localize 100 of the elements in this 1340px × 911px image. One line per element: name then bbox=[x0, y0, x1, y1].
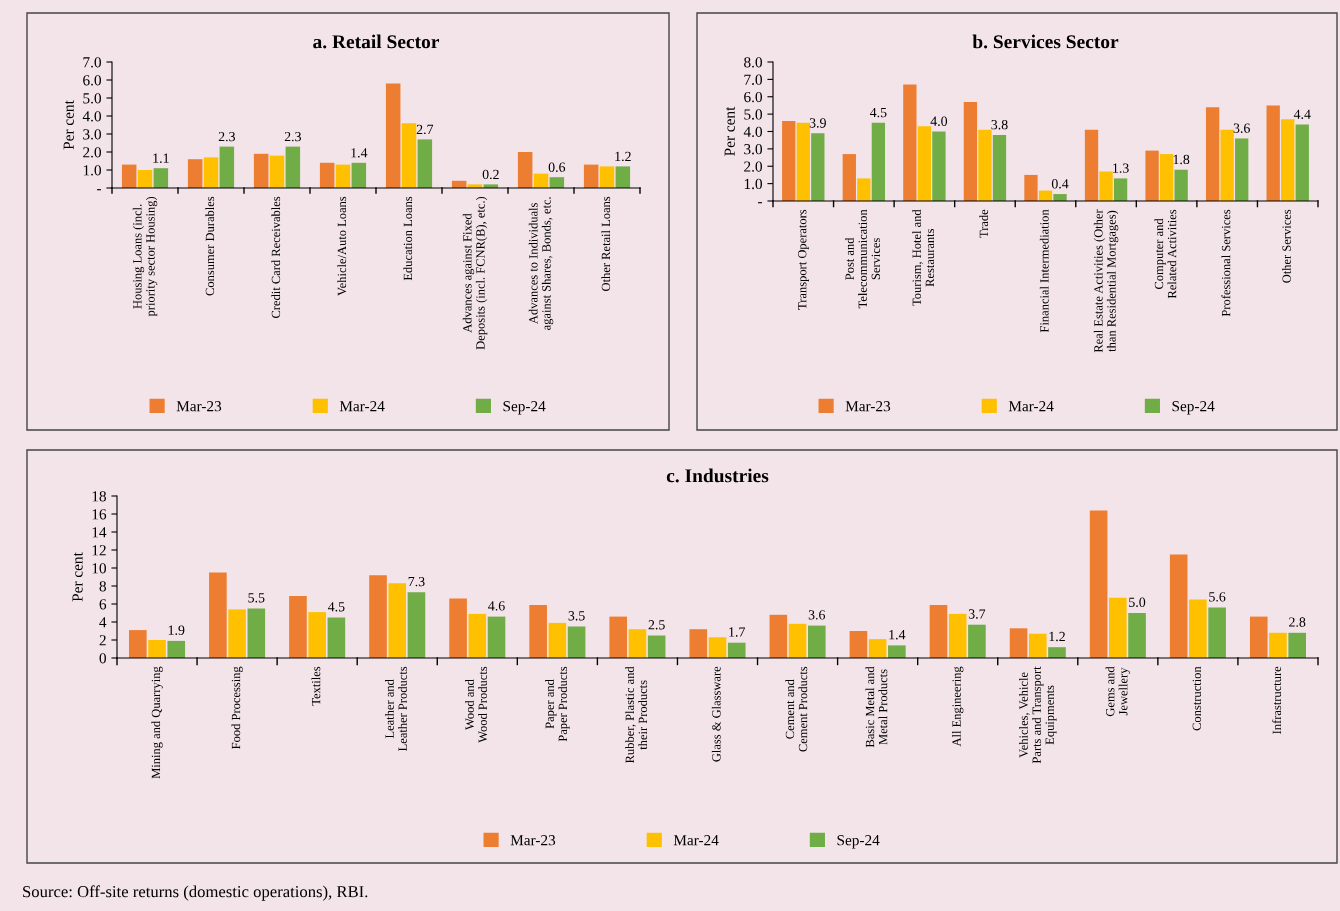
data-label: 4.6 bbox=[488, 601, 505, 611]
bar bbox=[948, 613, 967, 658]
bar bbox=[388, 583, 407, 658]
data-label: 4.4 bbox=[1293, 109, 1311, 120]
bar bbox=[1053, 194, 1067, 201]
bar bbox=[1145, 150, 1159, 201]
bar bbox=[285, 146, 301, 188]
bar bbox=[327, 617, 346, 658]
data-label: 2.3 bbox=[218, 131, 235, 142]
bar bbox=[857, 178, 871, 201]
x-tick-label: Mining and Quarrying bbox=[151, 666, 163, 779]
data-label: 1.2 bbox=[1049, 631, 1065, 642]
data-label: 7.3 bbox=[408, 576, 425, 587]
bar bbox=[968, 624, 986, 658]
bar bbox=[796, 122, 810, 201]
data-label: 1.4 bbox=[351, 148, 368, 158]
y-tick-label: 8 bbox=[99, 581, 106, 592]
y-tick-label: 7.0 bbox=[83, 57, 101, 68]
bar bbox=[548, 622, 567, 658]
y-tick-label: 2 bbox=[99, 635, 106, 646]
bar bbox=[1028, 633, 1047, 658]
x-tick-label: Gems and Jewellery bbox=[1105, 666, 1131, 717]
x-tick-label: Advances against Fixed Deposits (incl. FCNR(B), etc.) bbox=[462, 196, 488, 350]
bar bbox=[1048, 647, 1066, 658]
y-axis-title: Per cent bbox=[724, 106, 735, 156]
bar bbox=[253, 153, 269, 188]
bar bbox=[811, 133, 825, 201]
x-tick-label: Financial Intermediation bbox=[1039, 209, 1049, 333]
data-label: 3.7 bbox=[968, 609, 986, 619]
bar bbox=[929, 604, 948, 658]
bar bbox=[917, 126, 932, 201]
bar bbox=[1189, 599, 1207, 658]
y-tick-label: - bbox=[97, 189, 102, 191]
legend-label: Mar-23 bbox=[176, 401, 222, 412]
chart-title: a. Retail Sector bbox=[313, 34, 440, 49]
bar bbox=[1159, 154, 1174, 201]
legend-label: Mar-24 bbox=[339, 401, 385, 412]
x-tick-label: Education Loans bbox=[403, 196, 413, 281]
bar bbox=[583, 164, 599, 188]
y-tick-label: 6.0 bbox=[744, 91, 762, 103]
bar bbox=[1099, 171, 1113, 201]
bar bbox=[1089, 510, 1108, 658]
bar bbox=[1288, 632, 1306, 658]
x-tick-label: Infrastructure bbox=[1272, 666, 1282, 734]
bar bbox=[842, 154, 856, 201]
bar bbox=[868, 639, 887, 658]
y-tick-label: 8.0 bbox=[744, 57, 762, 68]
x-tick-label: Rubber, Plastic and their Products bbox=[625, 666, 648, 764]
legend-label: Sep-24 bbox=[503, 401, 546, 415]
data-label: 4.5 bbox=[869, 107, 887, 118]
y-tick-label: 4.0 bbox=[743, 126, 762, 138]
x-tick-label: All Engineering bbox=[952, 666, 964, 747]
x-tick-label: Consumer Durables bbox=[205, 196, 215, 296]
y-tick-label: 1.0 bbox=[744, 178, 762, 190]
y-tick-label: 18 bbox=[92, 491, 106, 502]
bar bbox=[567, 626, 586, 658]
source-note: Source: Off-site returns (domestic operations), RBI. bbox=[23, 885, 368, 901]
chart-title: c. Industries bbox=[666, 468, 769, 483]
y-tick-label: 2.0 bbox=[83, 147, 101, 158]
y-tick-label: 6 bbox=[99, 599, 107, 610]
bar bbox=[609, 616, 628, 658]
bar bbox=[727, 642, 746, 658]
x-tick-label: Housing Loans (incl. priority sector Housing) bbox=[132, 196, 158, 317]
bar bbox=[708, 637, 727, 658]
bar bbox=[1220, 129, 1234, 201]
data-label: 5.5 bbox=[248, 593, 265, 603]
y-tick-label: 7.0 bbox=[744, 74, 762, 85]
bar bbox=[978, 129, 992, 201]
legend-label: Mar-23 bbox=[510, 835, 556, 846]
bar bbox=[369, 575, 387, 658]
x-tick-label: Food Processing bbox=[231, 666, 243, 749]
y-tick-label: 4 bbox=[99, 617, 107, 628]
bar bbox=[247, 608, 266, 658]
bar bbox=[647, 635, 666, 658]
x-tick-label: Post and Telecommunication Services bbox=[845, 209, 881, 309]
bar bbox=[888, 645, 906, 658]
bar bbox=[269, 155, 285, 188]
bar bbox=[903, 84, 917, 201]
bar bbox=[599, 166, 615, 188]
data-label: 0.4 bbox=[1051, 179, 1069, 189]
bar bbox=[351, 162, 367, 188]
bar bbox=[121, 164, 137, 188]
bar bbox=[1024, 174, 1038, 201]
bar bbox=[1128, 613, 1146, 658]
data-label: 3.6 bbox=[808, 610, 826, 620]
x-tick-label: Wood and Wood Products bbox=[465, 666, 488, 743]
bar bbox=[417, 139, 433, 188]
y-tick-label: 10 bbox=[92, 563, 106, 574]
x-tick-label: Textiles bbox=[311, 666, 321, 706]
legend-label: Mar-23 bbox=[845, 401, 891, 412]
bar bbox=[308, 612, 326, 658]
y-tick-label: - bbox=[758, 202, 763, 204]
chart-title: b. Services Sector bbox=[972, 34, 1119, 49]
x-tick-label: Computer and Related Activities bbox=[1154, 209, 1177, 299]
x-tick-label: Real Estate Activities (Other than Residential Mortgages) bbox=[1093, 209, 1119, 353]
bar bbox=[129, 630, 147, 658]
x-tick-label: Vehicles, Vehicle Parts and Transport Equipments bbox=[1019, 666, 1057, 764]
bar bbox=[1174, 169, 1188, 201]
data-label: 2.5 bbox=[648, 620, 665, 630]
y-tick-label: 12 bbox=[92, 545, 106, 556]
